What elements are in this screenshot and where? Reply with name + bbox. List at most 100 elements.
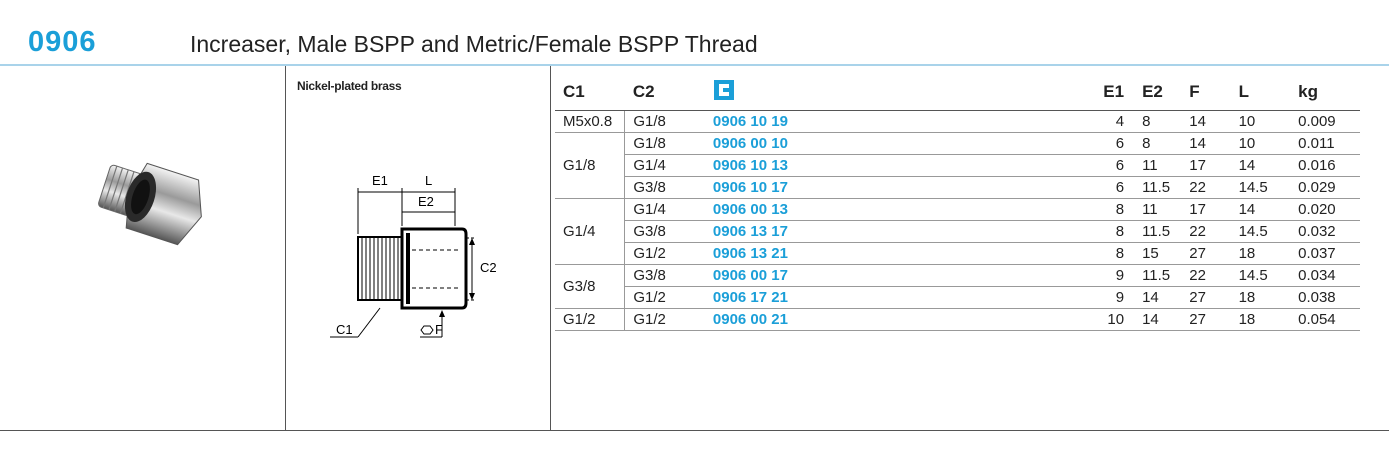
cell: 8 bbox=[1082, 242, 1135, 265]
product-code: 0906 bbox=[28, 26, 97, 58]
cell: 10 bbox=[1230, 132, 1291, 155]
cell: 10 bbox=[1230, 110, 1291, 133]
header-rule bbox=[0, 64, 1389, 66]
order-code: 0906 10 17 bbox=[704, 176, 1083, 199]
cell: 0.029 bbox=[1290, 176, 1360, 199]
cell: G3/8 bbox=[624, 220, 705, 243]
cell: 14 bbox=[1134, 308, 1182, 331]
cell: G1/8 bbox=[624, 110, 705, 133]
dim-label: C2 bbox=[480, 260, 497, 275]
column-divider bbox=[550, 66, 551, 430]
table-row: G1/2 0906 17 21 9 14 27 18 0.038 bbox=[555, 286, 1360, 309]
cell: 8 bbox=[1082, 198, 1135, 221]
cell: 9 bbox=[1082, 286, 1135, 309]
cell: 0.054 bbox=[1290, 308, 1360, 331]
cell: 0.032 bbox=[1290, 220, 1360, 243]
table-row: M5x0.8 G1/8 0906 10 19 4 8 14 10 0.009 bbox=[555, 110, 1360, 133]
c1-cell: M5x0.8 bbox=[555, 110, 626, 133]
table-row: G1/2 G1/2 0906 00 21 10 14 27 18 0.054 bbox=[555, 308, 1360, 331]
cell: 27 bbox=[1181, 308, 1231, 331]
cell: 14 bbox=[1181, 132, 1231, 155]
cell: 6 bbox=[1082, 132, 1135, 155]
c1-cell: G1/4 bbox=[555, 198, 626, 265]
cell: 11 bbox=[1134, 198, 1182, 221]
order-code: 0906 10 13 bbox=[704, 154, 1083, 177]
cell: G1/2 bbox=[624, 242, 705, 265]
footer-rule bbox=[0, 430, 1389, 431]
cell: 0.037 bbox=[1290, 242, 1360, 265]
table-body: M5x0.8 G1/8 0906 10 19 4 8 14 10 0.009 G1/8 G1/8 0… bbox=[555, 110, 1360, 331]
c1-cell: G1/2 bbox=[555, 308, 626, 331]
cell: 6 bbox=[1082, 154, 1135, 177]
brand-icon bbox=[713, 79, 734, 100]
table-row: G3/8 G3/8 0906 00 17 9 11.5 22 14.5 0.034 bbox=[555, 264, 1360, 309]
cell: 14 bbox=[1134, 286, 1182, 309]
cell: 15 bbox=[1134, 242, 1182, 265]
cell: 17 bbox=[1181, 154, 1231, 177]
cell: G1/2 bbox=[624, 286, 705, 309]
c1-cell: G3/8 bbox=[555, 264, 626, 309]
product-photo bbox=[98, 162, 202, 246]
cell: 0.016 bbox=[1290, 154, 1360, 177]
cell: G1/8 bbox=[624, 132, 705, 155]
cell: 22 bbox=[1181, 176, 1231, 199]
product-title: Increaser, Male BSPP and Metric/Female B… bbox=[190, 31, 758, 57]
cell: G1/2 bbox=[624, 308, 705, 331]
cell: 10 bbox=[1082, 308, 1135, 331]
cell: 22 bbox=[1181, 220, 1231, 243]
cell: 18 bbox=[1230, 286, 1291, 309]
material: Nickel-plated brass bbox=[297, 79, 402, 93]
cell: 14.5 bbox=[1230, 220, 1291, 243]
table-row: G3/8 0906 10 17 6 11.5 22 14.5 0.029 bbox=[555, 176, 1360, 199]
dimension-drawing: E1 L E2 C2 C1 F bbox=[330, 173, 497, 338]
column-header: C1 bbox=[555, 74, 625, 111]
order-code: 0906 00 10 bbox=[704, 132, 1083, 155]
cell: G3/8 bbox=[624, 264, 705, 287]
cell: 8 bbox=[1082, 220, 1135, 243]
table-row: G1/2 0906 13 21 8 15 27 18 0.037 bbox=[555, 242, 1360, 265]
dim-label: F bbox=[435, 322, 443, 337]
cell: 0.034 bbox=[1290, 264, 1360, 287]
order-code: 0906 17 21 bbox=[704, 286, 1083, 309]
dim-label: C1 bbox=[336, 322, 353, 337]
order-code: 0906 10 19 bbox=[704, 110, 1083, 133]
order-code: 0906 00 13 bbox=[704, 198, 1083, 221]
order-code: 0906 00 17 bbox=[704, 264, 1083, 287]
table-row: G1/8 G1/8 0906 00 10 6 8 14 10 0.011 bbox=[555, 132, 1360, 199]
cell: 0.038 bbox=[1290, 286, 1360, 309]
code-column-header bbox=[704, 74, 1083, 111]
column-header: E1 bbox=[1082, 74, 1135, 111]
cell: 0.011 bbox=[1290, 132, 1360, 155]
cell: G1/4 bbox=[624, 154, 705, 177]
column-header: E2 bbox=[1134, 74, 1182, 111]
column-header: F bbox=[1181, 74, 1231, 111]
cell: 0.020 bbox=[1290, 198, 1360, 221]
cell: 9 bbox=[1082, 264, 1135, 287]
cell: 14 bbox=[1230, 198, 1291, 221]
cell: 14 bbox=[1230, 154, 1291, 177]
cell: 11 bbox=[1134, 154, 1182, 177]
c1-cell: G1/8 bbox=[555, 132, 626, 199]
cell: 22 bbox=[1181, 264, 1231, 287]
column-divider bbox=[285, 66, 286, 430]
table-row: G1/4 G1/4 0906 00 13 8 11 17 14 0.020 bbox=[555, 198, 1360, 265]
cell: 18 bbox=[1230, 242, 1291, 265]
column-header: L bbox=[1230, 74, 1291, 111]
cell: 11.5 bbox=[1134, 264, 1182, 287]
cell: 27 bbox=[1181, 286, 1231, 309]
order-code: 0906 13 17 bbox=[704, 220, 1083, 243]
table-row: G3/8 0906 13 17 8 11.5 22 14.5 0.032 bbox=[555, 220, 1360, 243]
cell: 11.5 bbox=[1134, 220, 1182, 243]
cell: 14 bbox=[1181, 110, 1231, 133]
column-header: C2 bbox=[624, 74, 705, 111]
cell: 14.5 bbox=[1230, 176, 1291, 199]
column-header: kg bbox=[1290, 74, 1360, 111]
cell: 18 bbox=[1230, 308, 1291, 331]
cell: 8 bbox=[1134, 132, 1182, 155]
cell: G1/4 bbox=[624, 198, 705, 221]
table-row: G1/4 0906 10 13 6 11 17 14 0.016 bbox=[555, 154, 1360, 177]
cell: 14.5 bbox=[1230, 264, 1291, 287]
dim-label: E1 bbox=[372, 173, 388, 188]
cell: 8 bbox=[1134, 110, 1182, 133]
